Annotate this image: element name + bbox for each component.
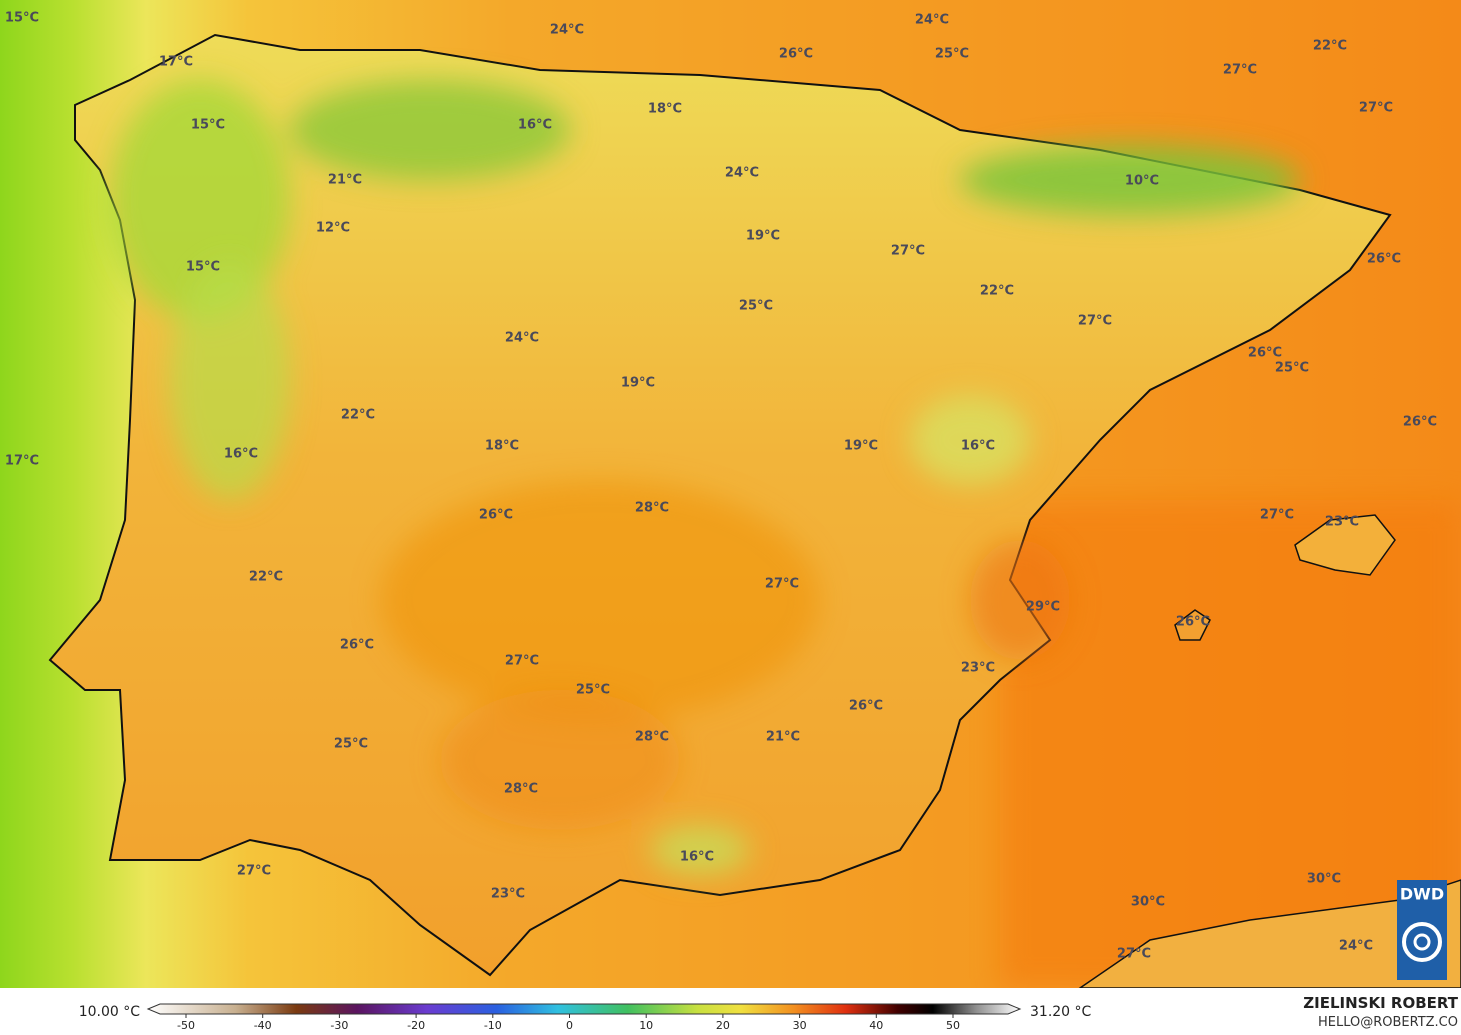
footer: 10.00 °C 31.20 °C -50 -40 -30 -20 -10 0 10 20 30… [0,988,1461,1035]
temp-label: 16°C [224,447,258,462]
temp-label: 25°C [935,47,969,62]
temp-label: 10°C [1125,174,1159,189]
temp-label: 27°C [1260,508,1294,523]
colorbar-max: 31.20 °C [1030,1004,1092,1020]
tick-label: 30 [793,1019,807,1032]
labels: 15°C24°C24°C25°C26°C22°C27°C27°C17°C15°C… [5,11,1437,962]
temp-label: 28°C [635,501,669,516]
tick-label: 0 [566,1019,573,1032]
temp-label: 15°C [5,11,39,26]
logo-text: DWD [1400,885,1444,904]
mallorca [1294,514,1396,576]
tick-label: -30 [330,1019,348,1032]
temp-label: 22°C [341,408,375,423]
temp-label: 24°C [1339,939,1373,954]
temp-label: 26°C [340,638,374,653]
temp-label: 12°C [316,221,350,236]
temp-label: 28°C [635,730,669,745]
temp-label: 21°C [328,173,362,188]
temp-label: 15°C [186,260,220,275]
temp-label: 24°C [725,166,759,181]
temp-label: 24°C [550,23,584,38]
dwd-logo: DWD [1397,880,1447,980]
tick-label: -50 [177,1019,195,1032]
temp-label: 15°C [191,118,225,133]
tick-label: 40 [869,1019,883,1032]
temp-label: 23°C [961,661,995,676]
temp-label: 24°C [915,13,949,28]
temp-label: 27°C [1223,63,1257,78]
temp-label: 22°C [1313,39,1347,54]
temp-label: 27°C [1078,314,1112,329]
tick-label: 20 [716,1019,730,1032]
temp-label: 27°C [237,864,271,879]
temp-label: 25°C [739,299,773,314]
temp-label: 30°C [1307,872,1341,887]
temp-label: 19°C [621,376,655,391]
tick-label: -20 [407,1019,425,1032]
tick-label: -10 [484,1019,502,1032]
temp-label: 22°C [249,570,283,585]
temp-label: 26°C [849,699,883,714]
temp-label: 22°C [980,284,1014,299]
temp-label: 16°C [961,439,995,454]
temp-label: 27°C [1359,101,1393,116]
temp-label: 27°C [1117,947,1151,962]
temp-label: 27°C [505,654,539,669]
temp-label: 16°C [680,850,714,865]
temp-label: 26°C [479,508,513,523]
temp-label: 17°C [5,454,39,469]
temp-label: 16°C [518,118,552,133]
temp-label: 17°C [159,55,193,70]
temp-label: 30°C [1131,895,1165,910]
temp-label: 25°C [334,737,368,752]
temp-label: 27°C [891,244,925,259]
temp-label: 26°C [1403,415,1437,430]
map: 15°C24°C24°C25°C26°C22°C27°C27°C17°C15°C… [0,0,1461,988]
temp-label: 23°C [1325,515,1359,530]
temp-label: 26°C [1176,615,1210,630]
temp-label: 26°C [1248,346,1282,361]
temp-label: 27°C [765,577,799,592]
ibiza [1174,609,1211,641]
colorbar [146,1003,1022,1015]
colorbar-ticks: -50 -40 -30 -20 -10 0 10 20 30 40 50 [177,1014,960,1032]
temp-label: 28°C [504,782,538,797]
temp-label: 24°C [505,331,539,346]
temp-label: 18°C [648,102,682,117]
temp-label: 18°C [485,439,519,454]
tick-label: 10 [639,1019,653,1032]
tick-label: 50 [946,1019,960,1032]
temp-label: 19°C [844,439,878,454]
temp-label: 29°C [1026,600,1060,615]
credit-author: ZIELINSKI ROBERT [1303,994,1458,1012]
temp-label: 23°C [491,887,525,902]
colorbar-min: 10.00 °C [79,1004,141,1020]
temp-label: 25°C [1275,361,1309,376]
temp-label: 25°C [576,683,610,698]
temperature-field [110,80,1300,875]
temp-label: 26°C [779,47,813,62]
temp-label: 19°C [746,229,780,244]
credit-contact: HELLO@ROBERTZ.CO [1318,1015,1458,1030]
temp-label: 21°C [766,730,800,745]
temp-label: 26°C [1367,252,1401,267]
tick-label: -40 [254,1019,272,1032]
